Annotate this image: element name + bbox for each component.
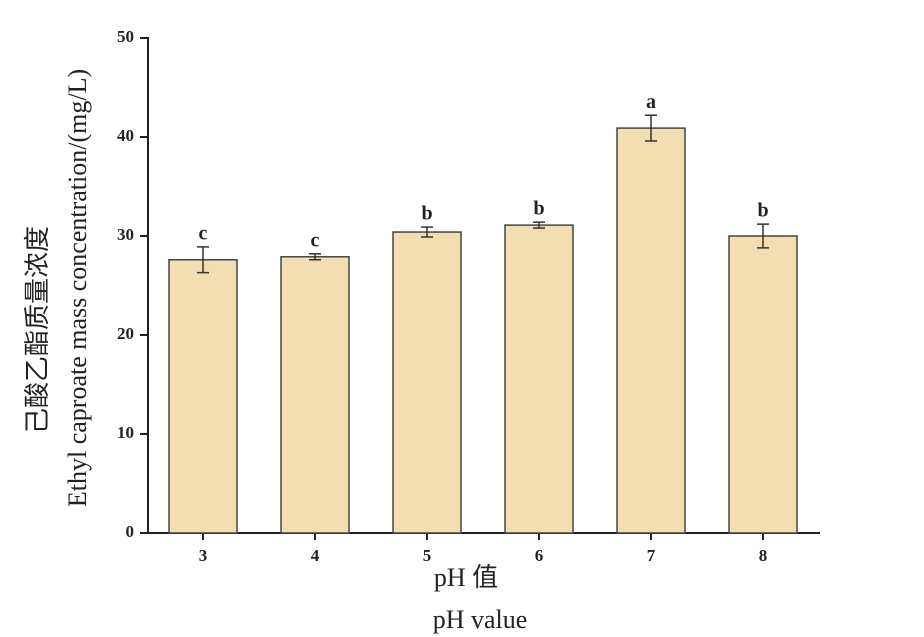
x-tick-label: 7 bbox=[647, 546, 656, 565]
bar bbox=[504, 224, 574, 534]
significance-letter: b bbox=[533, 198, 544, 220]
error-bar bbox=[757, 223, 769, 249]
y-tick-label: 40 bbox=[117, 126, 134, 145]
significance-letter: a bbox=[646, 91, 656, 113]
bar bbox=[280, 256, 350, 534]
bar bbox=[616, 127, 686, 534]
bar bbox=[728, 235, 798, 534]
significance-letter: b bbox=[757, 200, 768, 222]
x-tick-label: 3 bbox=[199, 546, 208, 565]
bar bbox=[392, 231, 462, 534]
y-tick-label: 30 bbox=[117, 225, 134, 244]
y-tick-label: 50 bbox=[117, 27, 134, 46]
y-tick-label: 0 bbox=[126, 522, 135, 541]
bar bbox=[168, 259, 238, 534]
x-axis-title: pH value bbox=[433, 605, 528, 634]
error-bar bbox=[309, 253, 321, 261]
significance-letter: c bbox=[311, 229, 320, 251]
y-axis-title: Ethyl caproate mass concentration/(mg/L) bbox=[63, 69, 92, 507]
error-bar bbox=[421, 226, 433, 238]
x-tick-label: 5 bbox=[423, 546, 432, 565]
error-bar bbox=[533, 221, 545, 229]
x-tick-label: 4 bbox=[311, 546, 320, 565]
x-tick-label: 6 bbox=[535, 546, 544, 565]
x-tick-label: 8 bbox=[759, 546, 768, 565]
y-tick-label: 10 bbox=[117, 423, 134, 442]
y-tick-label: 20 bbox=[117, 324, 134, 343]
x-axis-title-cn: pH 值 bbox=[434, 563, 498, 592]
error-bar bbox=[645, 114, 657, 142]
significance-letter: c bbox=[199, 222, 208, 244]
error-bar bbox=[197, 246, 209, 274]
y-axis-title-cn: 己酸乙酯质量浓度 bbox=[23, 226, 52, 434]
significance-letter: b bbox=[421, 203, 432, 225]
